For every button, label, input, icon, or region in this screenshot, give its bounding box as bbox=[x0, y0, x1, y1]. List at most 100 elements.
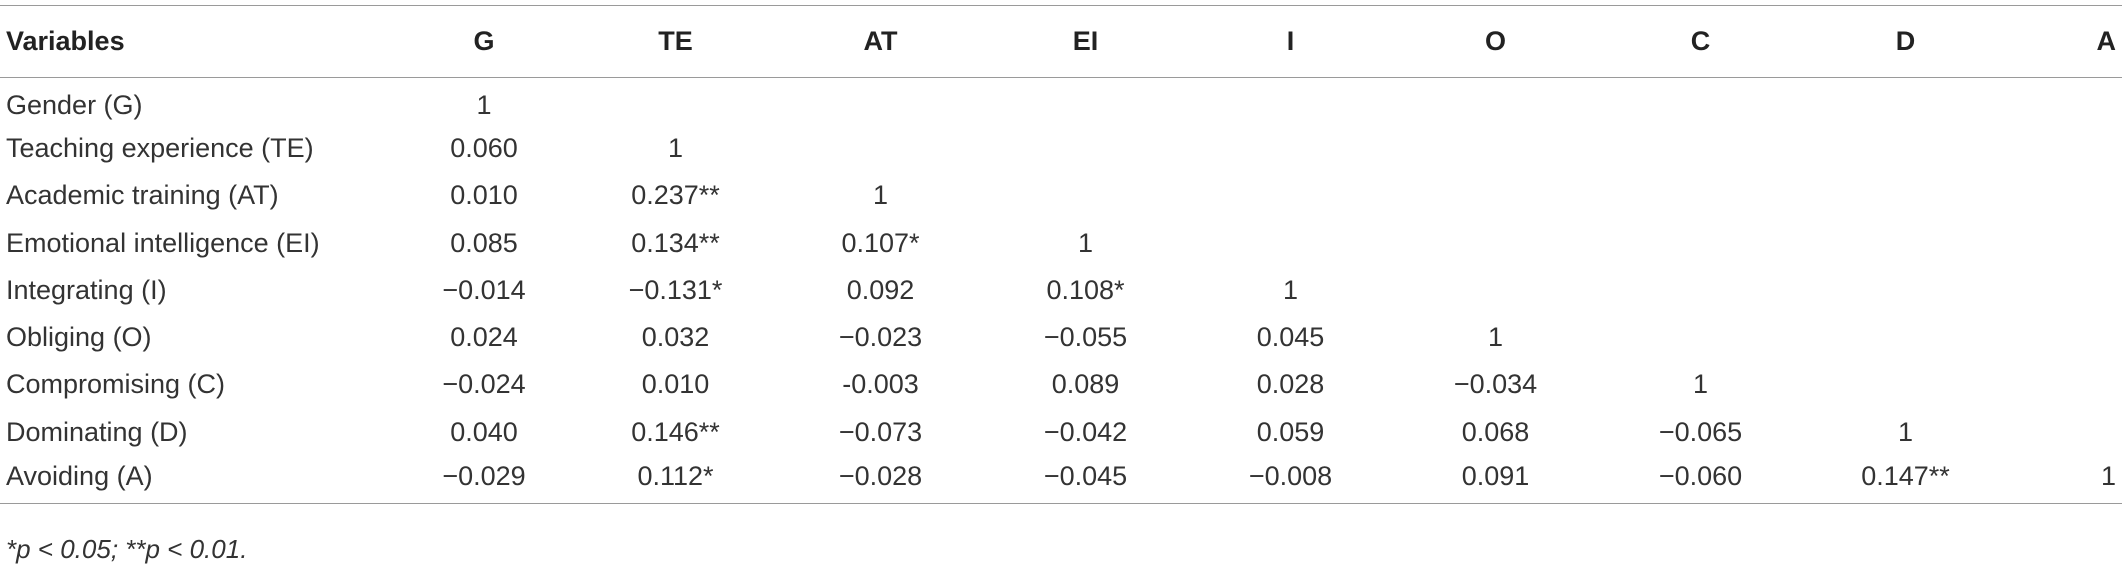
row-label: Teaching experience (TE) bbox=[6, 132, 314, 163]
table-cell bbox=[1598, 314, 1803, 361]
table-header-row: Variables G TE AT EI I O C D A bbox=[0, 5, 2122, 78]
header-te: TE bbox=[573, 5, 778, 78]
table-cell: 1 bbox=[1077, 227, 1094, 258]
table-cell: 0.059 bbox=[1256, 416, 1325, 447]
header-g: G bbox=[395, 5, 573, 78]
table-row: Obliging (O) 0.024 0.032 −0.023 −0.055 0.045 1 bbox=[0, 314, 2122, 361]
table-cell: −0.024 bbox=[442, 369, 526, 400]
row-label: Obliging (O) bbox=[6, 322, 152, 353]
row-label: Dominating (D) bbox=[6, 416, 188, 447]
table-cell: 0.085 bbox=[450, 227, 518, 258]
table-row: Avoiding (A) −0.029 0.112* −0.028 −0.045 −0.0… bbox=[0, 455, 2122, 504]
table-cell bbox=[1598, 78, 1803, 125]
table-cell: −0.014 bbox=[442, 274, 526, 305]
table-cell bbox=[1598, 172, 1803, 219]
row-label: Avoiding (A) bbox=[0, 455, 395, 504]
table-row: Dominating (D) 0.040 0.146** −0.073 −0.042 0.… bbox=[0, 409, 2122, 456]
table-cell: 1 bbox=[2008, 455, 2122, 504]
table-cell bbox=[1188, 78, 1393, 125]
table-cell: −0.131* bbox=[628, 274, 723, 305]
table-cell: −0.042 bbox=[1043, 416, 1128, 447]
table-cell bbox=[2008, 125, 2122, 172]
table-cell: 0.010 bbox=[641, 369, 710, 400]
table-row: Compromising (C) −0.024 0.010 -0.003 0.089 0.… bbox=[0, 361, 2122, 408]
table-cell: -0.003 bbox=[842, 369, 919, 400]
table-cell: 0.040 bbox=[450, 416, 518, 447]
table-cell: −0.060 bbox=[1598, 455, 1803, 504]
table-cell: 0.237** bbox=[631, 180, 720, 211]
table-cell: 1 bbox=[476, 89, 492, 120]
table-cell bbox=[778, 78, 983, 125]
table-cell: 1 bbox=[1692, 369, 1709, 400]
table-cell: 0.147** bbox=[1803, 455, 2008, 504]
header-at: AT bbox=[778, 5, 983, 78]
table-cell bbox=[983, 78, 1188, 125]
table-row: Academic training (AT) 0.010 0.237** 1 bbox=[0, 172, 2122, 219]
table-cell: 0.028 bbox=[1256, 369, 1325, 400]
table-cell: 0.089 bbox=[1051, 369, 1120, 400]
table-cell bbox=[2008, 409, 2122, 456]
table-cell: −0.055 bbox=[1043, 322, 1128, 353]
table-cell bbox=[1803, 125, 2008, 172]
table-cell: −0.065 bbox=[1658, 416, 1743, 447]
table-cell: 0.091 bbox=[1393, 455, 1598, 504]
table-row: Gender (G) 1 bbox=[0, 78, 2122, 125]
table-body: Gender (G) 1 Teaching experience (TE) 0.060… bbox=[0, 78, 2122, 504]
table-cell bbox=[778, 125, 983, 172]
table-cell: −0.045 bbox=[983, 455, 1188, 504]
table-cell bbox=[2008, 172, 2122, 219]
table-cell: 0.032 bbox=[641, 322, 710, 353]
table-cell bbox=[1393, 172, 1598, 219]
table-cell bbox=[2008, 267, 2122, 314]
row-label: Compromising (C) bbox=[6, 369, 226, 400]
row-label: Emotional intelligence (EI) bbox=[6, 227, 320, 258]
table-cell: 1 bbox=[1897, 416, 1914, 447]
table-row: Emotional intelligence (EI) 0.085 0.134** 0… bbox=[0, 219, 2122, 266]
table-cell: −0.073 bbox=[838, 416, 923, 447]
table-row: Integrating (I) −0.014 −0.131* 0.092 0.108* 1 bbox=[0, 267, 2122, 314]
header-ei: EI bbox=[983, 5, 1188, 78]
table-cell bbox=[1803, 361, 2008, 408]
table-cell: 0.146** bbox=[631, 416, 720, 447]
table-cell bbox=[1393, 78, 1598, 125]
table-cell bbox=[1803, 314, 2008, 361]
table-cell: 0.010 bbox=[450, 180, 518, 211]
table-cell: 0.068 bbox=[1461, 416, 1530, 447]
table-cell bbox=[1803, 78, 2008, 125]
header-a: A bbox=[2008, 5, 2122, 78]
table-cell bbox=[2008, 219, 2122, 266]
header-d: D bbox=[1803, 5, 2008, 78]
header-i: I bbox=[1188, 5, 1393, 78]
correlation-table: Variables G TE AT EI I O C D A Gender (G… bbox=[0, 5, 2122, 504]
table-cell bbox=[573, 78, 778, 125]
table-cell: 1 bbox=[1487, 322, 1504, 353]
table-cell bbox=[1393, 219, 1598, 266]
table-cell: 0.092 bbox=[846, 274, 915, 305]
table-cell bbox=[1803, 172, 2008, 219]
table-cell: −0.028 bbox=[778, 455, 983, 504]
table-cell: 0.024 bbox=[450, 322, 518, 353]
table-cell: −0.023 bbox=[838, 322, 923, 353]
table-cell bbox=[2008, 78, 2122, 125]
table-cell: 1 bbox=[1282, 274, 1299, 305]
table-cell bbox=[1188, 219, 1393, 266]
header-variables: Variables bbox=[0, 5, 395, 78]
table-row: Teaching experience (TE) 0.060 1 bbox=[0, 125, 2122, 172]
row-label: Gender (G) bbox=[6, 89, 143, 120]
table-cell: 0.060 bbox=[450, 132, 518, 163]
table-cell bbox=[1393, 267, 1598, 314]
table-cell: −0.029 bbox=[395, 455, 573, 504]
table-cell: 0.108* bbox=[1046, 274, 1125, 305]
table-cell bbox=[2008, 361, 2122, 408]
table-cell bbox=[1188, 172, 1393, 219]
table-cell: 0.107* bbox=[841, 227, 920, 258]
table-cell bbox=[1803, 219, 2008, 266]
table-cell bbox=[1393, 125, 1598, 172]
table-cell bbox=[1598, 125, 1803, 172]
table-cell bbox=[983, 125, 1188, 172]
table-cell: −0.008 bbox=[1188, 455, 1393, 504]
table-cell: 0.112* bbox=[573, 455, 778, 504]
table-cell bbox=[2008, 314, 2122, 361]
table-cell bbox=[1803, 267, 2008, 314]
table-footnote: *p < 0.05; **p < 0.01. bbox=[6, 534, 248, 564]
